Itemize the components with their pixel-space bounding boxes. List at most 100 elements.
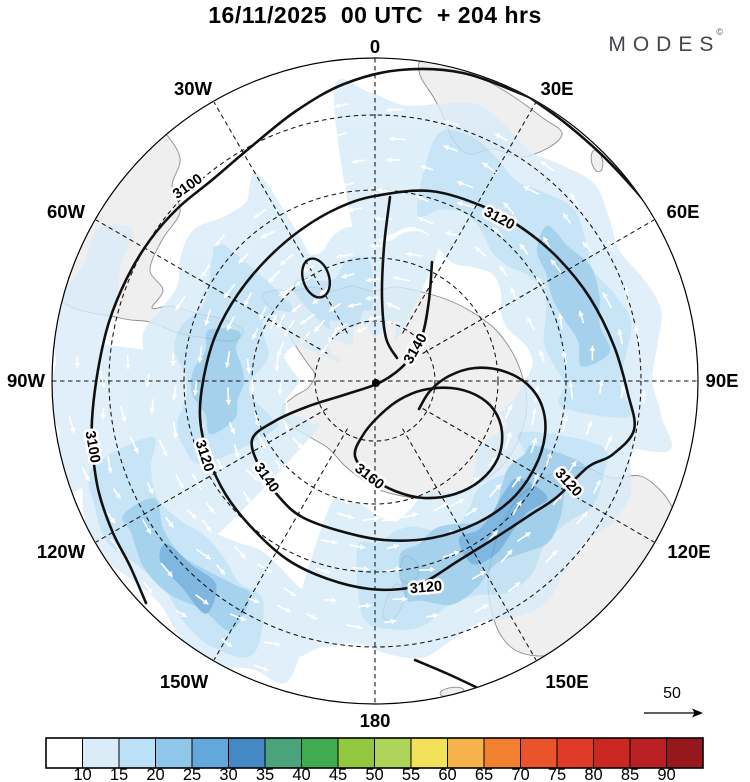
colorbar-tick-label: 85 — [621, 766, 639, 782]
colorbar-cell — [520, 737, 558, 769]
colorbar-cell — [410, 737, 448, 769]
wind-arrow-icon — [143, 581, 153, 595]
wind-arrow-icon — [526, 316, 535, 330]
wind-arrow-icon — [602, 292, 613, 309]
wind-arrow-icon — [456, 201, 475, 209]
wind-arrow-icon — [313, 319, 326, 333]
wind-arrow-icon — [336, 512, 355, 520]
wind-arrow-icon — [444, 231, 461, 238]
wind-arrow-icon — [334, 103, 349, 109]
wind-arrow-icon — [482, 162, 498, 175]
reference-arrow: 50 — [644, 685, 703, 718]
wind-arrow-icon — [542, 236, 551, 250]
wind-arrow-icon — [260, 230, 275, 239]
wind-arrow-icon — [465, 507, 478, 517]
map-boundary — [51, 57, 699, 705]
wind-arrow-icon — [233, 444, 240, 459]
wind-speed-band — [536, 225, 611, 367]
wind-arrow-icon — [510, 287, 517, 301]
wind-arrow-icon — [172, 421, 178, 439]
colorbar-cell — [301, 737, 339, 769]
wind-arrow-icon — [392, 596, 408, 602]
wind-arrow-icon — [494, 133, 508, 142]
colorbar-frame — [45, 737, 704, 769]
wind-arrow-icon — [253, 664, 269, 672]
colorbar-cell — [155, 737, 193, 769]
colorbar-tick-label: 40 — [292, 766, 310, 782]
wind-shading — [52, 79, 673, 684]
colorbar-tick-label: 70 — [511, 766, 529, 782]
wind-arrow-icon — [278, 286, 293, 297]
wind-arrow-icon — [449, 498, 465, 508]
wind-arrow-icon — [245, 468, 260, 482]
copyright-mark: © — [716, 27, 730, 37]
wind-arrow-icon — [365, 295, 378, 301]
wind-arrow-icon — [292, 436, 304, 450]
wind-arrow-icon — [119, 405, 127, 423]
colorbar-cell — [337, 737, 375, 769]
longitude-label-120W: 120W — [37, 541, 86, 562]
wind-arrow-icon — [279, 253, 294, 266]
colorbar-cell — [666, 737, 704, 769]
colorbar-tick-label: 65 — [475, 766, 493, 782]
wind-arrow-icon — [512, 500, 522, 516]
wind-arrow-icon — [540, 160, 555, 172]
wind-arrow-icon — [545, 549, 558, 564]
wind-arrow-icon — [535, 276, 546, 289]
wind-arrow-icon — [74, 355, 81, 369]
wind-arrow-icon — [523, 185, 540, 196]
wind-arrow-icon — [385, 566, 402, 573]
wind-arrow-icon — [129, 436, 139, 454]
wind-arrow-icon — [569, 192, 581, 210]
modes-logo: MODES© — [608, 27, 734, 57]
wind-arrow-icon — [531, 408, 537, 425]
wind-arrow-icon — [214, 233, 226, 247]
wind-arrow-icon — [357, 602, 372, 609]
colorbar-cell — [228, 737, 266, 769]
wind-arrow-icon — [223, 283, 236, 299]
colorbar-cell — [82, 737, 120, 769]
colorbar-tick-label: 80 — [584, 766, 602, 782]
wind-arrow-icon — [516, 531, 532, 542]
wind-arrow-icon — [376, 187, 394, 194]
longitude-label-180: 180 — [360, 710, 391, 731]
colorbar-cell — [118, 737, 156, 769]
longitude-label-120E: 120E — [667, 541, 710, 562]
wind-arrow-icon — [586, 420, 593, 435]
wind-arrow-icon — [105, 511, 116, 524]
wind-arrow-icon — [256, 563, 273, 574]
wind-arrow-icon — [374, 216, 393, 222]
colorbar-cell — [483, 737, 521, 769]
wind-arrow-icon — [474, 246, 487, 258]
wind-arrow-icon — [381, 517, 400, 523]
wind-arrow-icon — [389, 136, 406, 142]
longitude-label-150W: 150W — [160, 671, 209, 692]
wind-arrow-icon — [160, 562, 174, 578]
wind-arrow-icon — [418, 566, 436, 573]
wind-arrow-icon — [225, 387, 232, 405]
wind-speed-band — [52, 224, 134, 493]
colorbar-cell — [45, 737, 83, 769]
wind-arrow-icon — [606, 239, 615, 253]
wind-arrow-icon — [340, 182, 354, 188]
wind-arrow-icon — [191, 473, 202, 490]
wind-arrow-icon — [502, 201, 515, 215]
wind-arrow-icon — [170, 352, 176, 366]
wind-arrow-icon — [282, 419, 290, 432]
wind-arrow-icon — [365, 277, 381, 283]
wind-arrow-icon — [488, 483, 502, 498]
longitude-labels: 0 30E 60E 90E 120E 150E 180 150W 120W 90W 60W 30W — [7, 36, 738, 731]
modes-logo-text: MODES — [608, 33, 721, 56]
longitude-label-30E: 30E — [541, 78, 574, 99]
colorbar-cell — [447, 737, 485, 769]
wind-arrow-icon — [641, 390, 647, 404]
wind-arrow-icon — [328, 302, 342, 313]
wind-arrow-icon — [531, 473, 539, 489]
wind-arrow-icon — [589, 345, 596, 361]
wind-arrow-icon — [504, 404, 513, 419]
wind-arrow-icon — [195, 594, 209, 605]
colorbar-tick-label: 10 — [73, 766, 91, 782]
wind-arrow-icon — [386, 543, 400, 550]
wind-arrow-icon — [550, 259, 563, 274]
wind-arrow-icon — [243, 292, 253, 307]
